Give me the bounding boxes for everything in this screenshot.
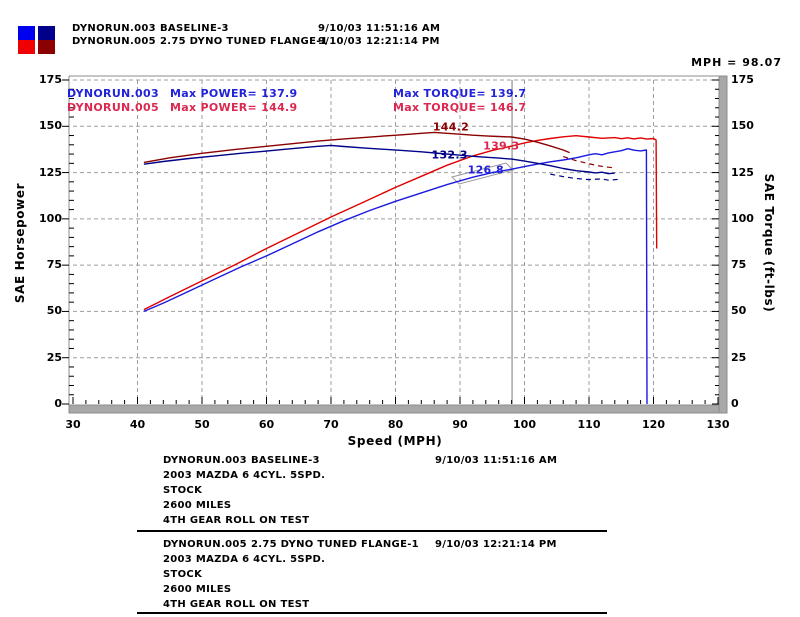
detail1-desc: BASELINE-3 [251,455,320,466]
detail1-line: STOCK [163,485,203,496]
detail2-date: 9/10/03 12:21:14 PM [435,539,557,550]
header-run1-date: 9/10/03 11:51:16 AM [318,23,441,34]
series-dynorun-005-torque-raw- [563,156,615,169]
detail1-line: 4TH GEAR ROLL ON TEST [163,515,310,526]
detail-divider [137,612,607,614]
detail-divider [137,530,607,532]
run2-power-color [38,26,55,40]
run1-color-swatch [18,26,35,54]
series-dynorun-003-torque [143,144,615,175]
run2-color-swatch [38,26,55,54]
detail2-file: DYNORUN.005 [163,539,247,550]
header-run2-desc: 2.75 DYNO TUNED FLANGE-1 [160,36,328,47]
series-dynorun-003-torque-raw- [550,173,619,181]
right-border-band [718,75,728,414]
header-run2-file: DYNORUN.005 [72,36,156,47]
detail2-line: 2003 MAZDA 6 4CYL. 5SPD. [163,554,326,565]
detail2-title: DYNORUN.005 2.75 DYNO TUNED FLANGE-1 [163,539,419,550]
legend-run1-max-torque: Max TORQUE= 139.7 [393,87,527,100]
detail2-line: 2600 MILES [163,584,232,595]
run1-torque-color [18,40,35,54]
detail1-line: 2003 MAZDA 6 4CYL. 5SPD. [163,470,326,481]
y-left-axis-title: SAE Horsepower [13,182,27,304]
detail2-line: STOCK [163,569,203,580]
detail1-file: DYNORUN.003 [163,455,247,466]
header-run1: DYNORUN.003 BASELINE-3 [72,23,229,34]
legend-run2-max-torque: Max TORQUE= 146.7 [393,101,527,114]
header-run1-file: DYNORUN.003 [72,23,156,34]
legend-run1-file: DYNORUN.003 [67,87,159,100]
y-right-axis-title: SAE Torque (ft-lbs) [762,173,776,313]
detail1-date: 9/10/03 11:51:16 AM [435,455,558,466]
series-dynorun-003-power [143,147,648,405]
legend-run2-file: DYNORUN.005 [67,101,159,114]
header-run1-desc: BASELINE-3 [160,23,229,34]
series-dynorun-005-power [143,134,658,311]
header-run2-date: 9/10/03 12:21:14 PM [318,36,440,47]
plot-area[interactable] [73,80,718,404]
run1-power-color [18,26,35,40]
detail2-desc: 2.75 DYNO TUNED FLANGE-1 [251,539,419,550]
bottom-border-band [68,404,720,414]
header-run2: DYNORUN.005 2.75 DYNO TUNED FLANGE-1 [72,36,328,47]
detail1-title: DYNORUN.003 BASELINE-3 [163,455,320,466]
x-axis-title: Speed (MPH) [347,434,443,448]
series-dynorun-005-torque [143,131,570,164]
cursor-mph-readout: MPH = 98.07 [691,56,782,69]
detail1-line: 2600 MILES [163,500,232,511]
legend-run1-max-power: Max POWER= 137.9 [170,87,298,100]
legend-run2-max-power: Max POWER= 144.9 [170,101,298,114]
run2-torque-color [38,40,55,54]
detail2-line: 4TH GEAR ROLL ON TEST [163,599,310,610]
